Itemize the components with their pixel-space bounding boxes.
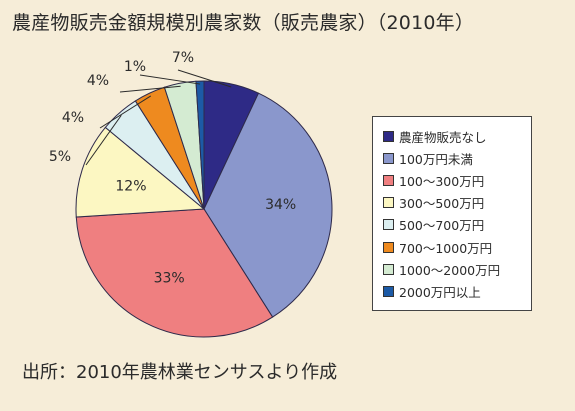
legend-label-1: 100万円未満 (399, 151, 473, 167)
slice-label-3: 12% (115, 178, 146, 194)
slice-label-1: 34% (265, 197, 296, 213)
chart-title: 農産物販売金額規模別農家数（販売農家）（2010年） (12, 12, 475, 34)
source-note: 出所：2010年農林業センサスより作成 (22, 362, 338, 383)
legend-label-4: 500～700万円 (399, 218, 485, 234)
leader-line-7 (139, 74, 201, 85)
legend-label-3: 300～500万円 (399, 196, 485, 212)
pie-slices (75, 80, 333, 338)
slice-label-5: 4% (62, 110, 84, 126)
legend-item-0: 農産物販売なし (383, 125, 531, 147)
slice-label-7: 1% (124, 59, 146, 75)
slice-label-4: 5% (49, 149, 71, 165)
leader-line-6 (119, 85, 181, 93)
pie-slice-2 (75, 208, 274, 338)
legend-label-2: 100～300万円 (399, 173, 485, 189)
legend-swatch-3 (383, 197, 394, 209)
legend-label-5: 700～1000万円 (399, 240, 493, 256)
leader-line-0 (177, 69, 232, 88)
legend-swatch-5 (383, 241, 394, 253)
legend-label-0: 農産物販売なし (399, 129, 487, 145)
legend-item-4: 500～700万円 (383, 214, 531, 236)
legend-item-3: 300～500万円 (383, 192, 531, 214)
legend-swatch-1 (383, 152, 394, 164)
legend-swatch-2 (383, 174, 394, 186)
leader-lines (85, 69, 232, 166)
legend-item-7: 2000万円以上 (383, 280, 531, 302)
legend-label-6: 1000～2000万円 (399, 262, 501, 278)
slice-label-6: 4% (87, 73, 109, 89)
legend-swatch-6 (383, 263, 394, 275)
pie-slice-3 (75, 126, 206, 218)
leader-line-5 (99, 95, 152, 129)
legend-item-1: 100万円未満 (383, 147, 531, 169)
legend-label-7: 2000万円以上 (399, 284, 481, 300)
leader-line-4 (85, 114, 122, 166)
slice-label-2: 33% (154, 270, 185, 286)
pie-slice-7 (195, 80, 205, 210)
pie-slice-1 (203, 92, 333, 318)
legend-swatch-0 (383, 130, 394, 142)
legend-item-5: 700～1000万円 (383, 236, 531, 258)
chart-legend: 農産物販売なし 100万円未満 100～300万円 300～500万円 500～700万… (372, 116, 532, 311)
slice-label-0: 7% (172, 50, 194, 66)
slice-labels: 7% 34% 33% 12% 5% 4% 4% 1% (49, 50, 296, 286)
legend-item-6: 1000～2000万円 (383, 258, 531, 280)
legend-item-2: 100～300万円 (383, 169, 531, 191)
legend-swatch-7 (383, 285, 394, 297)
legend-swatch-4 (383, 219, 394, 231)
